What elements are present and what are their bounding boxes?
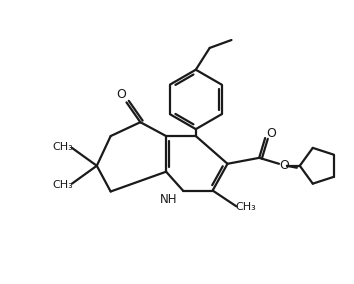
Text: O: O <box>266 127 276 140</box>
Text: O: O <box>116 88 126 101</box>
Text: O: O <box>279 159 289 172</box>
Text: NH: NH <box>160 193 178 206</box>
Text: CH₃: CH₃ <box>53 179 74 190</box>
Text: CH₃: CH₃ <box>53 142 74 152</box>
Text: CH₃: CH₃ <box>235 202 256 212</box>
